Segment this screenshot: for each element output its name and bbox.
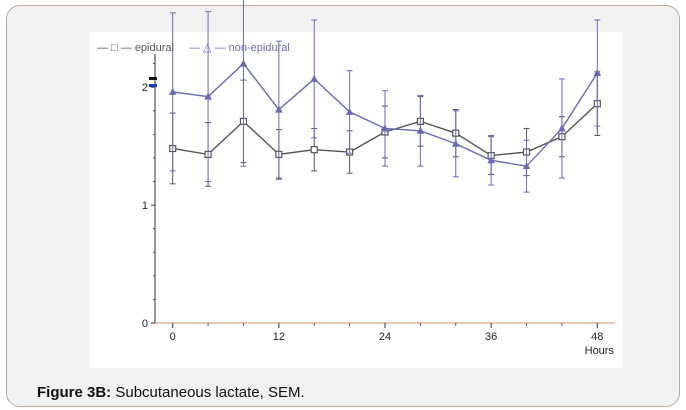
- x-tick-label: 24: [379, 331, 391, 343]
- y-tick-label: 2: [142, 82, 148, 94]
- axis-marker-epidural: [149, 77, 157, 80]
- y-tick-label: 0: [142, 318, 148, 330]
- x-tick-label: 12: [273, 331, 285, 343]
- x-tick-label: 48: [591, 331, 603, 343]
- data-point-non-epidural: [168, 87, 177, 95]
- axis-marker-non-epidural: [149, 84, 157, 87]
- legend-entry-non-epidural: — △ — non-epidural: [189, 42, 290, 54]
- data-point-non-epidural: [239, 59, 248, 67]
- x-axis-label: Hours: [585, 345, 615, 357]
- data-point-non-epidural: [558, 124, 566, 132]
- plot-card: 0 1 2 0 12 24 36 48 Hours — □ — epidural — △ — non…: [89, 0, 623, 368]
- data-point-non-epidural: [275, 105, 283, 113]
- figure-caption: Figure 3B: Subcutaneous lactate, SEM.: [37, 384, 305, 401]
- data-point-non-epidural: [310, 74, 319, 82]
- caption-label: Figure 3B:: [37, 384, 112, 401]
- figure-frame: 0 1 2 0 12 24 36 48 Hours — □ — epidural — △ — non…: [6, 0, 680, 407]
- y-tick-label: 1: [142, 200, 148, 212]
- data-point-non-epidural: [522, 162, 531, 170]
- x-tick-label: 36: [485, 331, 497, 343]
- data-point-non-epidural: [345, 107, 354, 115]
- data-point-non-epidural: [593, 68, 602, 77]
- caption-text: Subcutaneous lactate, SEM.: [111, 384, 305, 401]
- data-point-non-epidural: [204, 92, 212, 100]
- data-point-non-epidural: [381, 124, 389, 132]
- data-point-non-epidural: [451, 139, 460, 147]
- x-tick-label: 0: [170, 331, 176, 343]
- legend-entry-epidural: — □ — epidural: [97, 42, 174, 54]
- data-point-non-epidural: [487, 156, 495, 164]
- data-point-epidural: [310, 146, 318, 154]
- data-point-non-epidural: [416, 126, 425, 134]
